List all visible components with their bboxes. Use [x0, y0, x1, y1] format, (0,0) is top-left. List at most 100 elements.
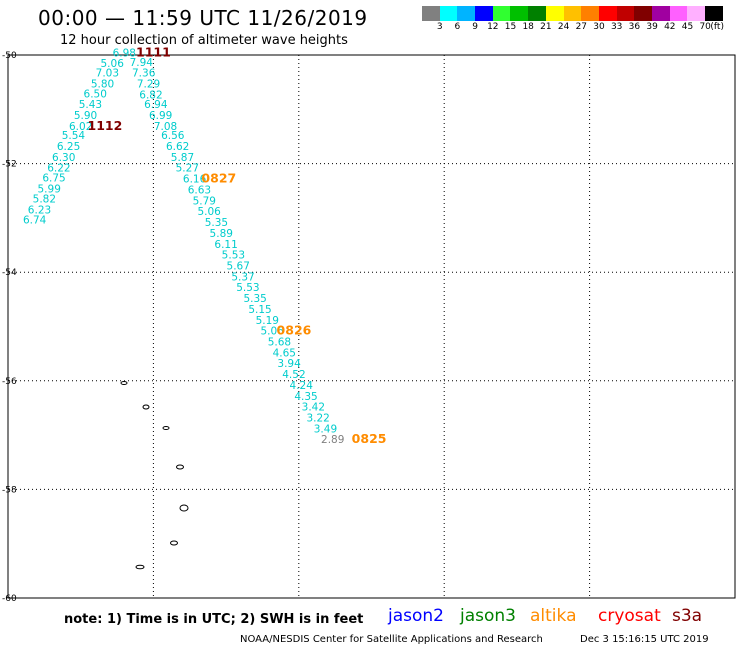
color-scale-label: 42 [664, 22, 676, 32]
wave-height-value: 4.24 [290, 380, 314, 392]
pass-time-label: 1112 [88, 118, 123, 133]
wave-height-value: 6.11 [214, 239, 237, 251]
color-scale-label: 39 [646, 22, 658, 32]
color-scale-label: 24 [557, 22, 570, 32]
wave-height-value: 4.65 [273, 347, 296, 359]
wave-height-value: 7.94 [130, 57, 154, 69]
wave-height-value: 7.08 [154, 121, 177, 133]
wave-height-value: 6.23 [28, 205, 51, 217]
wave-height-value: 3.22 [306, 413, 329, 425]
color-scale-label: 33 [610, 22, 623, 32]
wave-height-value: 5.82 [33, 194, 56, 206]
map-subtitle: 12 hour collection of altimeter wave hei… [60, 33, 348, 48]
color-scale-label: 21 [540, 22, 552, 32]
pass-time-label: 0825 [352, 431, 387, 446]
color-swatch [705, 6, 723, 21]
satellite-legend-jason2: jason2 [388, 606, 444, 626]
pass-time-label: 0826 [277, 323, 312, 338]
color-swatch [422, 6, 440, 21]
wave-height-value: 6.99 [149, 110, 172, 122]
color-swatch [687, 6, 705, 21]
color-swatch [563, 6, 582, 21]
color-swatch [457, 6, 476, 21]
wave-height-value: 5.90 [74, 110, 97, 122]
wave-height-value: 6.74 [23, 214, 47, 226]
wave-height-value: 6.02 [69, 121, 92, 133]
satellite-legend-altika: altika [530, 606, 577, 626]
generation-timestamp: Dec 3 15:16:15 UTC 2019 [580, 634, 709, 645]
wave-height-value: 2.89 [321, 434, 344, 446]
wave-height-value: 6.30 [52, 152, 75, 164]
color-swatch [492, 6, 511, 21]
wave-height-value: 5.67 [227, 260, 250, 272]
color-swatch [510, 6, 529, 21]
wave-height-value: 5.06 [197, 206, 221, 218]
latitude-tick-label: -60 [2, 594, 17, 604]
wave-height-value: 3.94 [277, 358, 301, 370]
color-swatch [598, 6, 617, 21]
wave-height-value: 5.35 [205, 217, 228, 229]
color-scale-label: 45 [681, 22, 694, 32]
color-scale-labels: 3 6 9 12 15 18 21 24 27 30 33 36 39 42 45 70 (ft) [422, 22, 740, 34]
wave-height-value: 5.87 [171, 152, 194, 164]
latitude-tick-label: -56 [2, 377, 17, 387]
pass-time-label: 1111 [136, 45, 171, 60]
wave-height-value: 7.03 [96, 68, 119, 80]
wave-height-value: 6.22 [47, 163, 70, 175]
wave-height-value: 7.29 [137, 79, 160, 91]
color-swatch [616, 6, 635, 21]
color-swatch [475, 6, 493, 21]
wave-height-value: 5.06 [101, 58, 125, 70]
latitude-tick-label: -54 [2, 268, 17, 278]
color-scale-label: 3 [436, 22, 443, 32]
pass-time-label: 0827 [201, 171, 236, 186]
latitude-tick-label: -52 [2, 160, 17, 170]
wave-height-value: 5.53 [236, 282, 259, 294]
footer-note: note: 1) Time is in UTC; 2) SWH is in fe… [64, 612, 364, 627]
island-outline [120, 381, 128, 385]
wave-height-value: 5.80 [91, 79, 114, 91]
wave-height-value: 6.98 [113, 48, 136, 60]
color-scale-label: 27 [575, 22, 588, 32]
wave-height-value: 3.49 [314, 423, 337, 435]
wave-height-value: 6.62 [166, 141, 189, 153]
island-outline [170, 540, 178, 546]
credit-line: NOAA/NESDIS Center for Satellite Applica… [240, 634, 543, 645]
wave-height-value: 5.35 [243, 293, 266, 305]
color-scale-label: 36 [628, 22, 641, 32]
wave-height-value: 5.53 [222, 250, 245, 262]
color-swatch [439, 6, 458, 21]
satellite-legend-jason3: jason3 [460, 606, 516, 626]
color-scale-label: 15 [504, 22, 517, 32]
latitude-tick-label: -58 [2, 485, 17, 495]
color-scale-label: 9 [472, 22, 478, 32]
wave-height-value: 6.94 [144, 99, 168, 111]
island-outline [142, 404, 150, 410]
wave-height-value: 6.75 [42, 173, 65, 185]
wave-height-value: 5.37 [231, 271, 254, 283]
island-outline [135, 564, 145, 570]
satellite-legend-s3a: s3a [672, 606, 703, 626]
map-frame [7, 54, 736, 599]
satellite-legend-cryosat: cryosat [598, 606, 661, 626]
wave-height-value: 5.68 [268, 337, 291, 349]
color-scale-label: 18 [522, 22, 534, 32]
wave-height-value: 5.79 [193, 195, 216, 207]
wave-height-value: 5.19 [256, 315, 279, 327]
wave-height-value: 3.42 [302, 402, 325, 414]
wave-height-map: -30-27-24-21-18-15-50-52-54-56-58-606.98… [2, 45, 736, 604]
map-title: 00:00 — 11:59 UTC 11/26/2019 [38, 6, 368, 30]
wave-height-value: 6.56 [161, 130, 185, 142]
wave-height-value: 5.54 [62, 130, 86, 142]
color-swatch [528, 6, 546, 21]
wave-height-value: 5.89 [210, 228, 233, 240]
color-scale-label: 12 [487, 22, 499, 32]
color-swatch [669, 6, 688, 21]
color-swatch [581, 6, 599, 21]
wave-height-value: 5.06 [260, 326, 284, 338]
island-outline [176, 464, 184, 470]
wave-height-value: 5.27 [176, 163, 199, 175]
color-scale-label: 30 [593, 22, 605, 32]
wave-height-value: 4.52 [282, 369, 305, 381]
wave-height-value: 4.35 [294, 391, 317, 403]
